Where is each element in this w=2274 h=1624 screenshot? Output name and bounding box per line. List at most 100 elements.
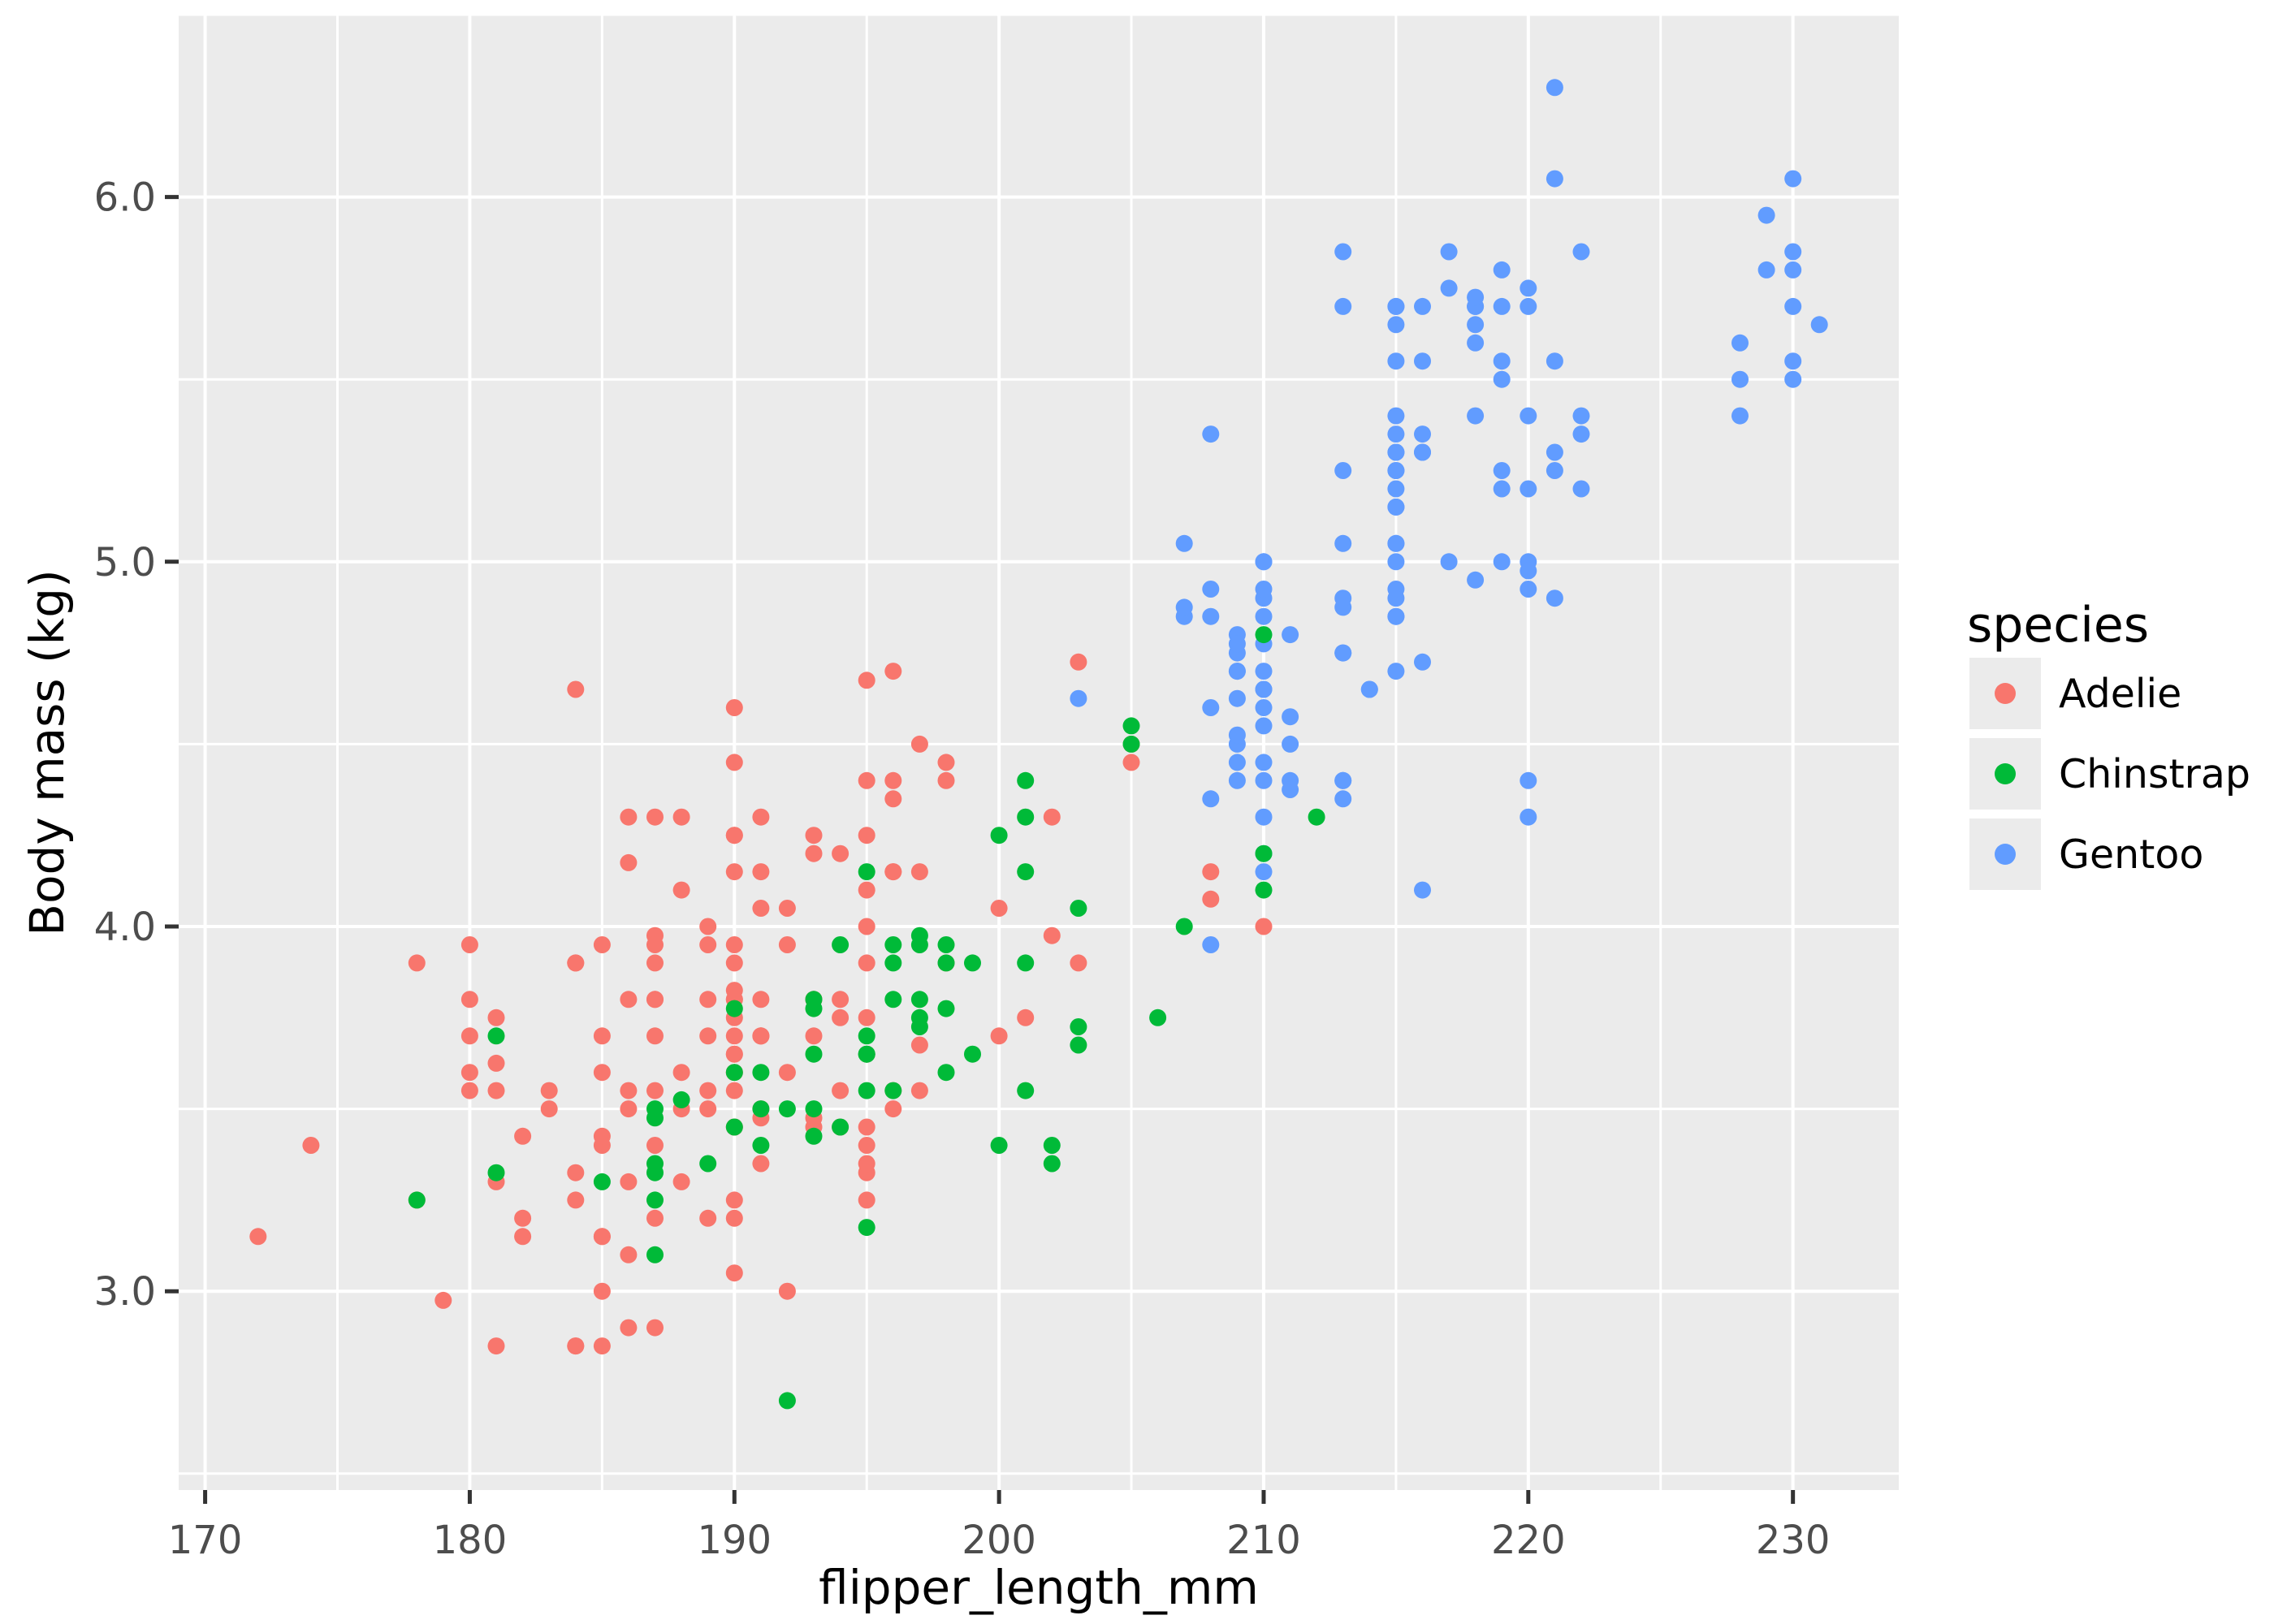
- data-point-gentoo: [1440, 243, 1458, 261]
- data-point-gentoo: [1228, 663, 1246, 680]
- data-point-chinstrap: [1122, 735, 1140, 753]
- y-axis: 3.0 4.0 5.0 6.0: [94, 175, 179, 1315]
- data-point-gentoo: [1255, 553, 1273, 571]
- data-point-gentoo: [1414, 352, 1431, 370]
- data-point-adelie: [858, 918, 875, 935]
- data-point-gentoo: [1546, 352, 1563, 370]
- data-point-chinstrap: [858, 863, 875, 881]
- data-point-adelie: [725, 863, 743, 881]
- data-point-gentoo: [1228, 771, 1246, 789]
- data-point-gentoo: [1520, 297, 1537, 315]
- data-point-adelie: [858, 954, 875, 972]
- data-point-chinstrap: [910, 936, 928, 953]
- data-point-gentoo: [1731, 370, 1749, 388]
- data-point-gentoo: [1414, 297, 1431, 315]
- data-point-adelie: [460, 991, 478, 1009]
- data-point-adelie: [487, 1337, 505, 1355]
- data-point-gentoo: [1070, 689, 1087, 707]
- data-point-gentoo: [1334, 243, 1352, 261]
- legend-item-chinstrap: Chinstrap: [1969, 738, 2250, 810]
- data-point-adelie: [858, 771, 875, 789]
- data-point-adelie: [620, 1319, 638, 1337]
- data-point-gentoo: [1202, 936, 1220, 953]
- data-point-gentoo: [1784, 370, 1802, 388]
- data-point-gentoo: [1334, 534, 1352, 552]
- data-point-adelie: [1070, 954, 1087, 972]
- data-point-adelie: [593, 1337, 611, 1355]
- data-point-gentoo: [1757, 206, 1775, 224]
- data-point-adelie: [646, 936, 664, 953]
- data-point-gentoo: [1387, 534, 1405, 552]
- data-point-gentoo: [1228, 754, 1246, 771]
- data-point-gentoo: [1493, 261, 1511, 279]
- data-point-gentoo: [1784, 170, 1802, 188]
- data-point-adelie: [725, 1209, 743, 1227]
- data-point-chinstrap: [858, 1027, 875, 1045]
- data-point-gentoo: [1520, 480, 1537, 498]
- y-tick-label: 5.0: [94, 540, 156, 585]
- data-point-chinstrap: [725, 1064, 743, 1082]
- data-point-chinstrap: [858, 1082, 875, 1099]
- data-point-chinstrap: [884, 936, 902, 953]
- data-point-gentoo: [1520, 279, 1537, 297]
- data-point-adelie: [725, 1191, 743, 1209]
- data-point-gentoo: [1546, 443, 1563, 461]
- data-point-adelie: [1043, 926, 1061, 944]
- data-point-gentoo: [1546, 79, 1563, 97]
- data-point-adelie: [460, 1082, 478, 1099]
- data-point-gentoo: [1282, 626, 1299, 644]
- data-point-adelie: [646, 1082, 664, 1099]
- data-point-adelie: [646, 954, 664, 972]
- data-point-chinstrap: [805, 1045, 823, 1063]
- data-point-chinstrap: [1070, 1018, 1087, 1035]
- data-point-gentoo: [1387, 316, 1405, 334]
- data-point-adelie: [699, 1027, 717, 1045]
- data-point-adelie: [752, 900, 770, 917]
- data-point-adelie: [725, 1264, 743, 1282]
- data-point-gentoo: [1387, 607, 1405, 625]
- x-axis-title: flipper_length_mm: [819, 1560, 1259, 1615]
- data-point-gentoo: [1334, 790, 1352, 808]
- data-point-chinstrap: [937, 954, 955, 972]
- data-point-adelie: [487, 1082, 505, 1099]
- data-point-adelie: [858, 1118, 875, 1136]
- x-tick-label: 190: [697, 1518, 772, 1563]
- data-point-gentoo: [1520, 808, 1537, 826]
- data-point-adelie: [646, 808, 664, 826]
- data-point-gentoo: [1255, 771, 1273, 789]
- data-point-gentoo: [1334, 590, 1352, 607]
- data-point-adelie: [699, 918, 717, 935]
- data-point-adelie: [910, 1036, 928, 1054]
- data-point-gentoo: [1387, 462, 1405, 479]
- data-point-chinstrap: [884, 991, 902, 1009]
- x-tick-label: 220: [1491, 1518, 1566, 1563]
- data-point-adelie: [567, 680, 585, 698]
- data-point-adelie: [990, 1027, 1008, 1045]
- data-point-adelie: [858, 672, 875, 689]
- data-point-adelie: [460, 1027, 478, 1045]
- legend-title: species: [1967, 597, 2149, 654]
- data-point-adelie: [832, 1009, 850, 1026]
- data-point-chinstrap: [805, 1100, 823, 1118]
- data-point-adelie: [699, 1100, 717, 1118]
- data-point-chinstrap: [646, 1109, 664, 1127]
- data-point-gentoo: [1467, 571, 1485, 589]
- data-point-adelie: [593, 936, 611, 953]
- data-point-chinstrap: [1308, 808, 1325, 826]
- data-point-adelie: [540, 1082, 558, 1099]
- data-point-adelie: [593, 1228, 611, 1246]
- data-point-adelie: [752, 991, 770, 1009]
- data-point-adelie: [1202, 863, 1220, 881]
- data-point-gentoo: [1572, 480, 1590, 498]
- data-point-chinstrap: [1017, 954, 1035, 972]
- data-point-chinstrap: [1122, 717, 1140, 735]
- data-point-chinstrap: [858, 1219, 875, 1237]
- data-point-chinstrap: [646, 1191, 664, 1209]
- data-point-adelie: [725, 1045, 743, 1063]
- data-point-adelie: [646, 1209, 664, 1227]
- data-point-adelie: [593, 1127, 611, 1145]
- data-point-adelie: [910, 1082, 928, 1099]
- x-tick-label: 180: [433, 1518, 508, 1563]
- data-point-adelie: [725, 827, 743, 844]
